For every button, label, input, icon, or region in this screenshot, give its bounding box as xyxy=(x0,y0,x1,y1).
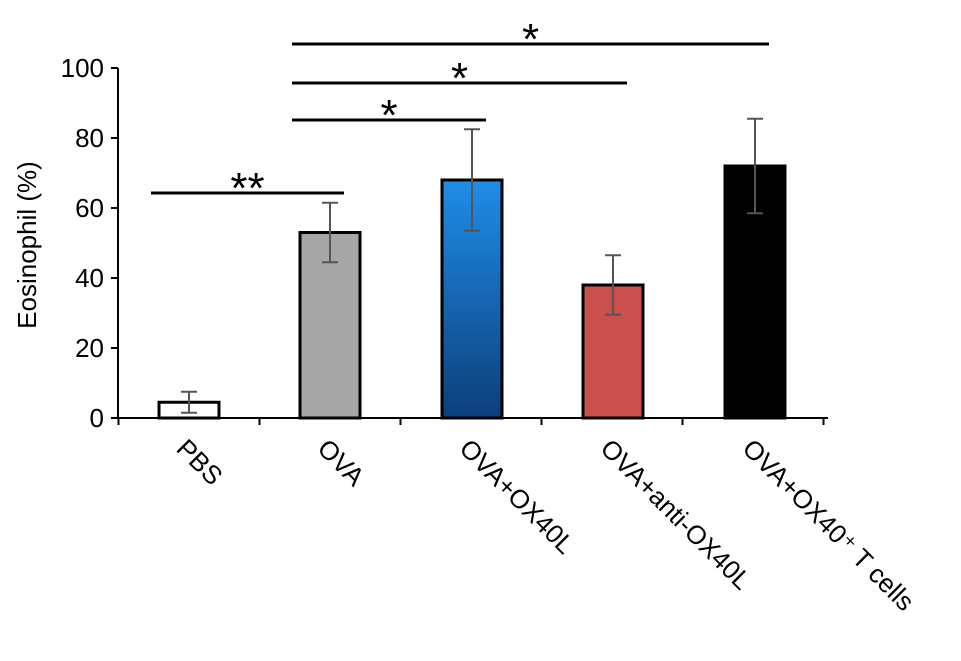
y-tick-label: 80 xyxy=(75,123,104,153)
bar-1 xyxy=(298,231,362,420)
y-tick-label: 0 xyxy=(90,403,104,433)
y-tick-label: 20 xyxy=(75,333,104,363)
significance-label: * xyxy=(451,54,468,103)
y-tick-label: 100 xyxy=(61,53,104,83)
axes: 0 20 40 60 80 100 xyxy=(61,53,828,433)
x-tick-label: OVA+anti-OX40L xyxy=(595,433,757,595)
significance-label: ** xyxy=(230,164,264,213)
x-tick-label: OVA+OX40⁺ T cells xyxy=(737,433,921,617)
significance-label: * xyxy=(522,15,539,64)
x-tick-label: OVA xyxy=(312,433,371,492)
significance-brackets: ***** xyxy=(151,15,769,213)
x-tick-label: PBS xyxy=(171,433,229,491)
y-tick-label: 40 xyxy=(75,263,104,293)
y-axis-label: Eosinophil (%) xyxy=(12,161,42,329)
x-tick-label: OVA+OX40L xyxy=(454,433,581,560)
significance-label: * xyxy=(380,91,397,140)
y-tick-label: 60 xyxy=(75,193,104,223)
